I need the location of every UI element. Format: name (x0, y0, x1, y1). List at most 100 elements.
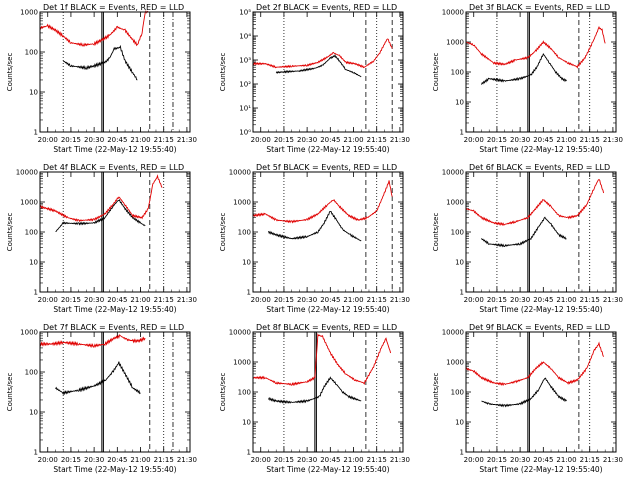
x-tick-label: 21:00 (343, 456, 363, 464)
x-tick-label: 20:15 (61, 456, 81, 464)
panel-title: Det 7f BLACK = Events, RED = LLD (43, 323, 184, 332)
plot-frame (252, 11, 404, 133)
x-axis-label: Start Time (22-May-12 19:55:40) (266, 465, 389, 474)
events-series-line (275, 53, 362, 78)
y-tick-label: 1 (460, 449, 464, 457)
x-tick-label: 20:45 (533, 136, 553, 144)
x-tick-label: 21:15 (367, 296, 387, 304)
x-axis-label: Start Time (22-May-12 19:55:40) (266, 145, 389, 154)
events-series-line (481, 216, 567, 248)
y-tick-label: 10² (239, 81, 251, 89)
y-axis-label: Counts/sec (219, 373, 227, 412)
x-axis-label: Start Time (22-May-12 19:55:40) (266, 305, 389, 314)
y-axis-label: Counts/sec (432, 373, 440, 412)
y-tick-label: 10000 (229, 169, 251, 177)
y-axis-label: Counts/sec (219, 213, 227, 252)
plot-frame (465, 331, 617, 453)
y-tick-label: 100 (238, 389, 251, 397)
x-tick-label: 21:15 (580, 296, 600, 304)
panel-6: Det 6f BLACK = Events, RED = LLD Counts/s… (432, 163, 623, 314)
plot-frame (39, 171, 191, 293)
lld-series-line (252, 180, 393, 224)
x-axis-label: Start Time (22-May-12 19:55:40) (479, 305, 602, 314)
panel-3: Det 3f BLACK = Events, RED = LLD Counts/s… (432, 3, 623, 154)
x-tick-label: 20:30 (297, 456, 317, 464)
events-series-line (55, 199, 146, 233)
y-tick-label: 1 (460, 289, 464, 297)
y-tick-label: 100 (25, 369, 38, 377)
y-tick-label: 10000 (442, 329, 464, 337)
y-tick-label: 10⁰ (239, 129, 251, 137)
x-tick-label: 20:45 (320, 136, 340, 144)
y-tick-label: 1 (34, 449, 38, 457)
x-tick-label: 21:00 (556, 296, 576, 304)
x-tick-label: 21:00 (130, 296, 150, 304)
y-tick-label: 10 (455, 259, 464, 267)
x-tick-label: 21:30 (177, 296, 197, 304)
y-tick-label: 1000 (20, 329, 38, 337)
x-tick-label: 20:30 (297, 296, 317, 304)
y-axis-label: Counts/sec (432, 53, 440, 92)
panel-title: Det 5f BLACK = Events, RED = LLD (256, 163, 397, 172)
x-tick-label: 21:00 (556, 456, 576, 464)
x-tick-label: 21:00 (343, 136, 363, 144)
x-tick-label: 20:15 (487, 456, 507, 464)
y-tick-label: 1000 (446, 359, 464, 367)
x-tick-label: 21:30 (177, 456, 197, 464)
x-tick-label: 21:00 (130, 456, 150, 464)
lld-series-line (465, 26, 606, 69)
y-tick-label: 100 (451, 69, 464, 77)
x-tick-label: 21:00 (556, 136, 576, 144)
y-tick-label: 1000 (233, 199, 251, 207)
x-tick-label: 21:30 (603, 296, 623, 304)
y-tick-label: 1000 (20, 9, 38, 17)
x-tick-label: 20:45 (533, 296, 553, 304)
panel-4: Det 4f BLACK = Events, RED = LLD Counts/s… (6, 163, 197, 314)
x-tick-label: 20:00 (464, 136, 484, 144)
x-tick-label: 20:15 (274, 136, 294, 144)
x-tick-label: 20:45 (107, 456, 127, 464)
y-tick-label: 10000 (16, 169, 38, 177)
x-axis-label: Start Time (22-May-12 19:55:40) (53, 465, 176, 474)
y-tick-label: 100 (25, 49, 38, 57)
panel-5: Det 5f BLACK = Events, RED = LLD Counts/s… (219, 163, 410, 314)
y-tick-label: 1 (34, 129, 38, 137)
events-series-line (481, 377, 567, 408)
x-tick-label: 21:15 (154, 136, 174, 144)
x-tick-label: 20:45 (320, 456, 340, 464)
x-tick-label: 21:30 (177, 136, 197, 144)
y-tick-label: 100 (25, 229, 38, 237)
x-tick-label: 21:15 (367, 456, 387, 464)
y-tick-label: 100 (451, 229, 464, 237)
panel-title: Det 2f BLACK = Events, RED = LLD (256, 3, 397, 12)
y-tick-label: 1000 (446, 39, 464, 47)
x-axis-label: Start Time (22-May-12 19:55:40) (53, 305, 176, 314)
x-tick-label: 20:00 (38, 296, 58, 304)
x-tick-label: 20:30 (84, 456, 104, 464)
x-tick-label: 20:30 (297, 136, 317, 144)
y-axis-label: Counts/sec (219, 53, 227, 92)
y-tick-label: 1000 (446, 199, 464, 207)
lld-series-line (39, 174, 163, 223)
x-tick-label: 21:15 (580, 136, 600, 144)
x-tick-label: 21:15 (154, 456, 174, 464)
y-tick-label: 10⁴ (239, 33, 251, 41)
y-tick-label: 10³ (239, 57, 251, 65)
x-axis-label: Start Time (22-May-12 19:55:40) (479, 145, 602, 154)
plot-frame (39, 331, 191, 453)
x-tick-label: 20:30 (84, 296, 104, 304)
y-tick-label: 100 (451, 389, 464, 397)
x-tick-label: 20:30 (510, 456, 530, 464)
x-tick-label: 20:00 (464, 456, 484, 464)
x-axis-label: Start Time (22-May-12 19:55:40) (479, 465, 602, 474)
y-tick-label: 10 (455, 419, 464, 427)
y-tick-label: 10 (29, 259, 38, 267)
y-axis-label: Counts/sec (6, 213, 14, 252)
x-tick-label: 20:45 (320, 296, 340, 304)
x-tick-label: 20:30 (84, 136, 104, 144)
y-tick-label: 10000 (229, 329, 251, 337)
x-tick-label: 20:00 (38, 456, 58, 464)
x-tick-label: 21:30 (603, 136, 623, 144)
y-tick-label: 10 (242, 419, 251, 427)
